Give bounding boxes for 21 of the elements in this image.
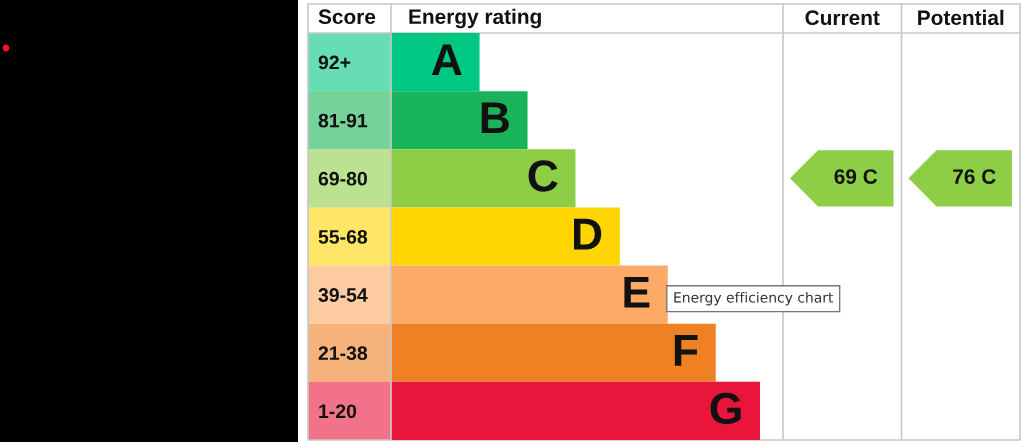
y-tick-label: 1-20 (319, 404, 357, 419)
text: Current (805, 10, 880, 26)
text: Potential (918, 9, 1004, 26)
annotation: C (528, 160, 558, 192)
text: 69 C (834, 169, 878, 184)
annotation: D (573, 218, 602, 250)
y-tick-label: 92+ (318, 55, 351, 70)
y-tick-label: 81-91 (318, 113, 368, 128)
text: Energy efficiency chart (674, 291, 834, 306)
annotation: G (710, 392, 741, 425)
annotation: E (624, 276, 650, 308)
x-axis-title: Energy rating (409, 8, 541, 29)
y-tick-label: 55-68 (318, 229, 368, 244)
text: 76 C (953, 169, 996, 184)
y-tick-label: 39-54 (318, 288, 368, 302)
y-tick-label: 69-80 (318, 171, 367, 186)
annotation: F (674, 335, 698, 366)
y-tick-label: 21-38 (318, 346, 368, 361)
y-axis-title: Score (318, 9, 376, 25)
annotation: A (431, 44, 462, 75)
annotation: B (481, 102, 509, 134)
